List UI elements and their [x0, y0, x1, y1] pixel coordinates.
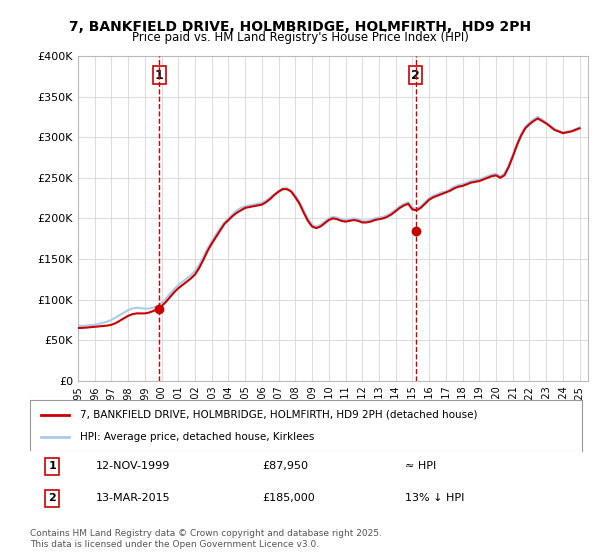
Text: 1: 1	[155, 69, 164, 82]
Text: Contains HM Land Registry data © Crown copyright and database right 2025.
This d: Contains HM Land Registry data © Crown c…	[30, 529, 382, 549]
Text: HPI: Average price, detached house, Kirklees: HPI: Average price, detached house, Kirk…	[80, 432, 314, 442]
Text: 7, BANKFIELD DRIVE, HOLMBRIDGE, HOLMFIRTH,  HD9 2PH: 7, BANKFIELD DRIVE, HOLMBRIDGE, HOLMFIRT…	[69, 20, 531, 34]
Text: 7, BANKFIELD DRIVE, HOLMBRIDGE, HOLMFIRTH, HD9 2PH (detached house): 7, BANKFIELD DRIVE, HOLMBRIDGE, HOLMFIRT…	[80, 409, 477, 419]
Text: 13-MAR-2015: 13-MAR-2015	[96, 493, 171, 503]
Text: £185,000: £185,000	[262, 493, 314, 503]
Text: 2: 2	[411, 69, 420, 82]
Text: 1: 1	[48, 461, 56, 471]
Text: Price paid vs. HM Land Registry's House Price Index (HPI): Price paid vs. HM Land Registry's House …	[131, 31, 469, 44]
Text: 13% ↓ HPI: 13% ↓ HPI	[406, 493, 465, 503]
Text: ≈ HPI: ≈ HPI	[406, 461, 437, 471]
Text: 2: 2	[48, 493, 56, 503]
Text: £87,950: £87,950	[262, 461, 308, 471]
Text: 12-NOV-1999: 12-NOV-1999	[96, 461, 170, 471]
